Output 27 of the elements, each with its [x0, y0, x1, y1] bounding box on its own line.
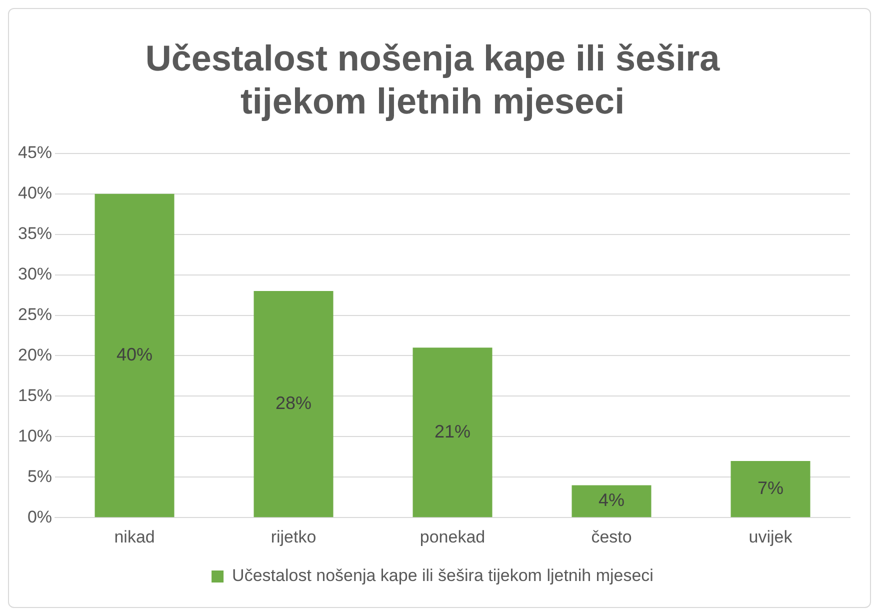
chart-title: Učestalost nošenja kape ili šešira tijekom ljetnih mjeseci	[145, 38, 721, 122]
y-tick-label: 0%	[27, 507, 52, 526]
y-tick-label: 25%	[18, 304, 52, 324]
x-tick-label: uvijek	[748, 527, 793, 546]
data-label: 40%	[116, 344, 153, 364]
bar	[730, 460, 810, 518]
y-tick-label: 5%	[27, 466, 52, 486]
y-tick-label: 20%	[18, 345, 52, 364]
y-tick-label: 30%	[18, 264, 52, 284]
x-tick-label: ponekad	[420, 527, 486, 546]
y-tick-label: 45%	[18, 143, 52, 162]
y-tick-label: 35%	[18, 224, 52, 244]
x-tick-label: često	[591, 527, 632, 546]
y-tick-label: 15%	[18, 386, 52, 405]
bar	[412, 348, 492, 518]
data-label: 21%	[434, 421, 471, 442]
x-tick-label: nikad	[114, 527, 155, 546]
bar	[254, 290, 334, 518]
legend-label: Učestalost nošenja kape ili šešira tijekom ljetnih mjeseci	[232, 566, 654, 586]
data-label: 7%	[757, 478, 784, 498]
bar	[572, 485, 652, 518]
y-tick-label: 40%	[18, 184, 52, 203]
data-label: 4%	[598, 490, 625, 510]
data-label: 28%	[276, 393, 312, 414]
bar	[94, 194, 174, 518]
x-tick-label: rijetko	[270, 527, 316, 546]
y-tick-label: 10%	[18, 426, 52, 446]
